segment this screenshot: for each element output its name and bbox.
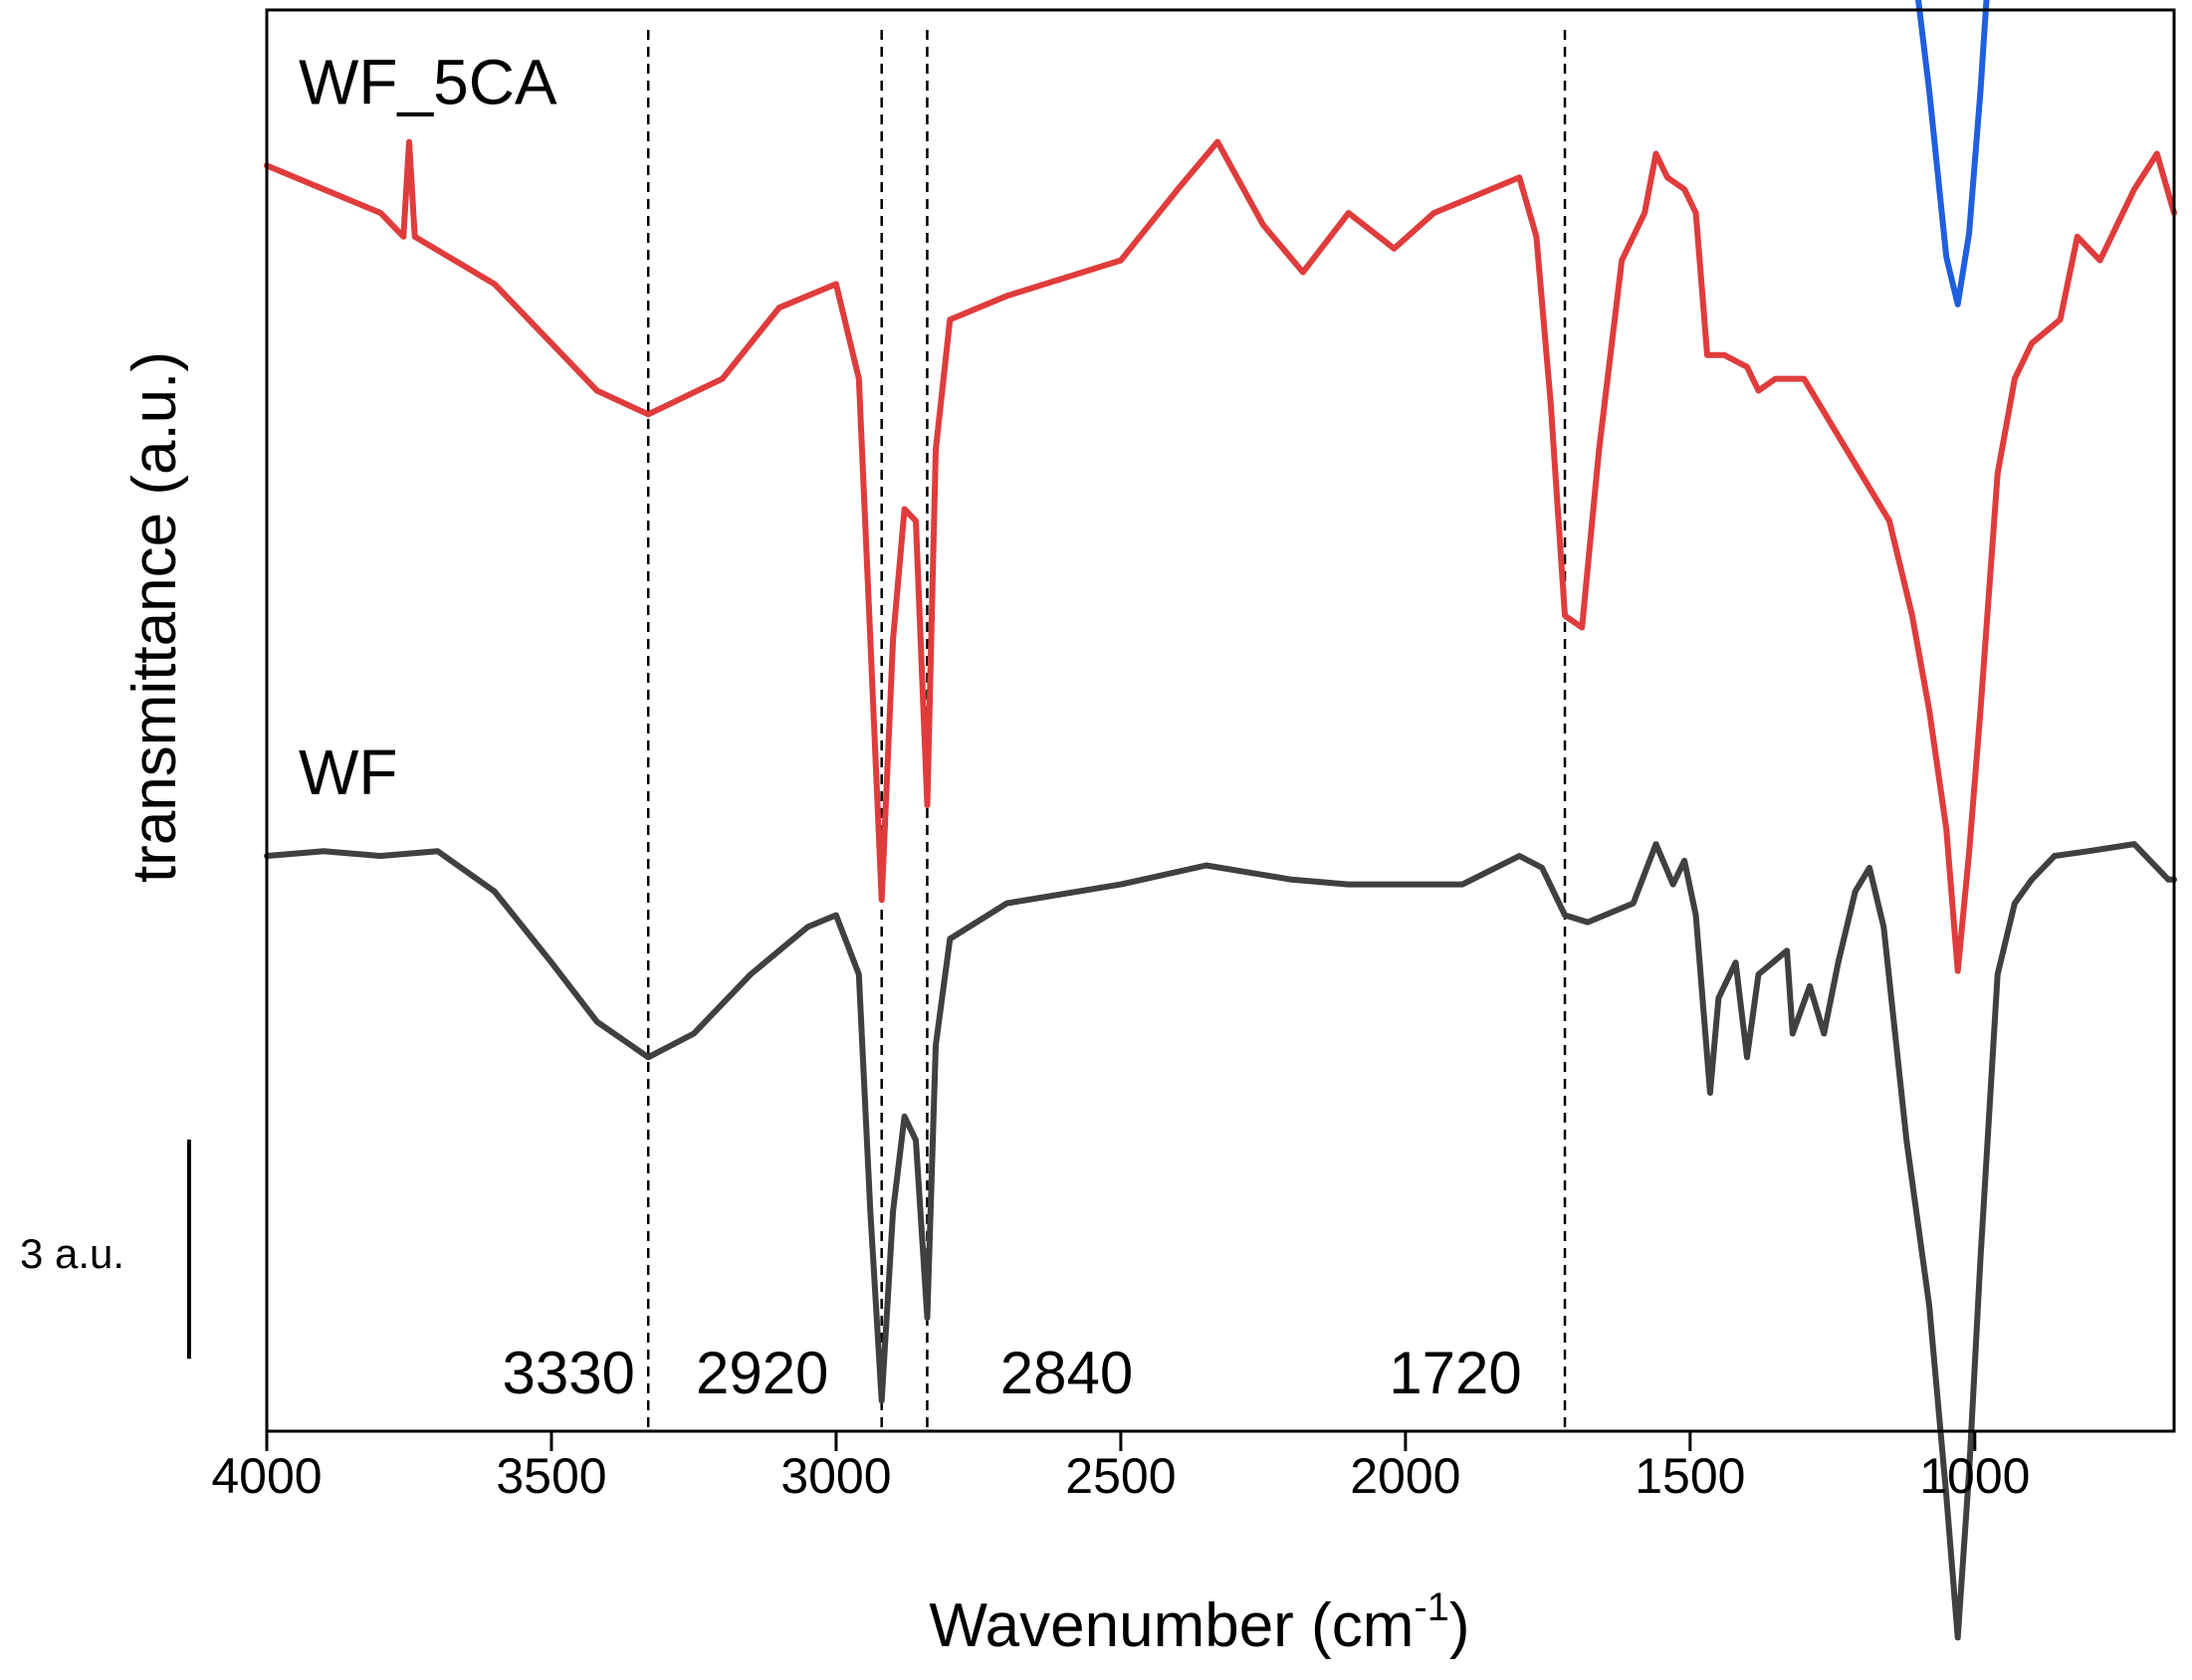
x-axis-title-superscript: -1 <box>1414 1585 1449 1629</box>
plot-frame <box>265 8 2176 1433</box>
peak-label-3330: 3330 <box>502 1340 634 1406</box>
series-lines <box>264 0 2177 1641</box>
scale-bar-label: 3 a.u. <box>20 1230 124 1277</box>
series-line-wf <box>264 841 2177 1641</box>
x-axis-title: Wavenumber (cm-1) <box>929 1585 1469 1660</box>
x-tick-label-1000: 1000 <box>1919 1448 2030 1504</box>
x-axis-title-main: Wavenumber (cm <box>929 1591 1414 1660</box>
x-tick-label-4000: 4000 <box>211 1448 322 1504</box>
x-tick-label-3500: 3500 <box>496 1448 606 1504</box>
x-axis-ticks: 4000 3500 3000 2500 2000 1500 1000 <box>211 1431 2030 1504</box>
x-tick-label-2000: 2000 <box>1350 1448 1460 1504</box>
reference-lines <box>646 30 1567 1431</box>
x-tick-label-3000: 3000 <box>780 1448 891 1504</box>
peak-labels: 3330 2920 2840 1720 <box>502 1340 1521 1406</box>
series-line-wf-5ca <box>264 138 2177 974</box>
peak-label-2840: 2840 <box>1000 1340 1133 1406</box>
series-label-wf-5ca: WF_5CA <box>299 46 557 117</box>
peak-label-1720: 1720 <box>1389 1340 1521 1406</box>
y-axis-title: transmittance (a.u.) <box>120 351 189 883</box>
x-tick-label-1500: 1500 <box>1635 1448 1745 1504</box>
scale-bar: 3 a.u. <box>20 1140 191 1360</box>
series-label-wf: WF <box>299 736 398 808</box>
series-line-wf-25ca <box>1915 0 1990 308</box>
peak-label-2920: 2920 <box>696 1340 828 1406</box>
x-tick-label-2500: 2500 <box>1065 1448 1176 1504</box>
x-axis-title-suffix: ) <box>1449 1591 1470 1660</box>
